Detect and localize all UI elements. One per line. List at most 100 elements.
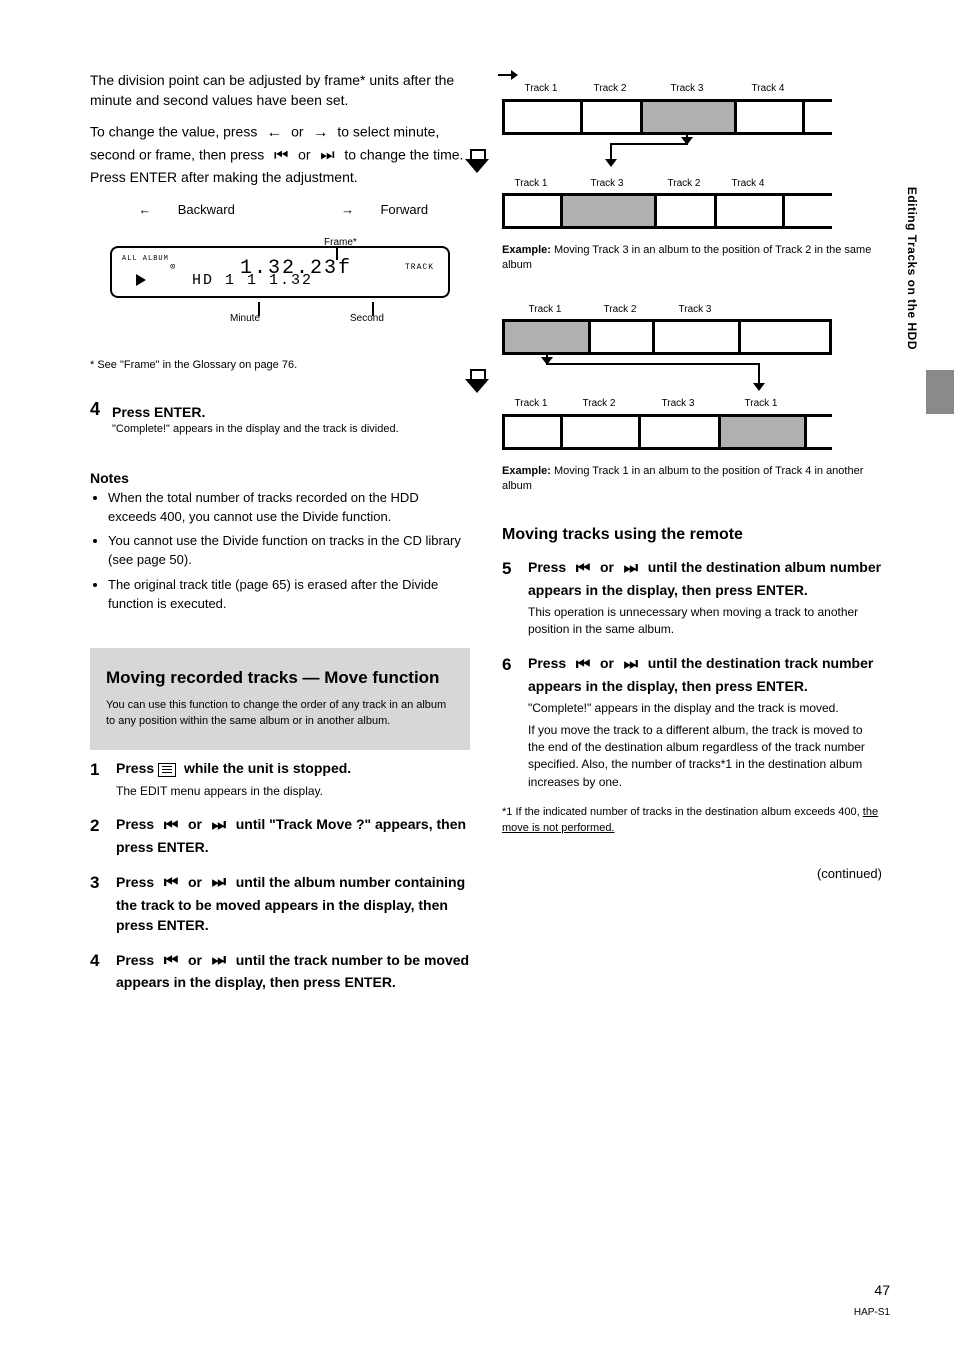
- txt: Press: [116, 952, 158, 968]
- txt: Press: [528, 655, 570, 671]
- lcd-top-label: ALL ALBUM: [122, 254, 169, 264]
- note-item: When the total number of tracks recorded…: [108, 489, 470, 527]
- seg-label: Track 4: [714, 177, 782, 192]
- seg-label: Track 3: [638, 397, 718, 412]
- move-path: [546, 355, 548, 363]
- txt: while the unit is stopped.: [184, 760, 351, 776]
- seg: [804, 414, 832, 450]
- seg-label: Track 3: [560, 177, 654, 192]
- transform-arrow-icon: [466, 369, 488, 393]
- diag1-before: [502, 99, 832, 135]
- move-path: [546, 363, 758, 365]
- seg: [580, 99, 640, 135]
- txt: *1 If the indicated number of tracks in …: [502, 806, 863, 818]
- seg-label: Track 3: [640, 82, 734, 97]
- txt: Press: [116, 760, 158, 776]
- notes-label: Notes: [90, 468, 470, 488]
- diagram-2: Track 1 Track 2 Track 3 Track 1 Track 2: [502, 303, 882, 494]
- next-track-control: ⏭: [314, 144, 340, 167]
- clock-icon: ⊙: [170, 261, 175, 274]
- txt: Press: [528, 559, 570, 575]
- step-1: Press while the unit is stopped. The EDI…: [90, 758, 470, 800]
- step-1-sub: The EDIT menu appears in the display.: [116, 783, 470, 800]
- footer-model: HAP-S1: [854, 1306, 890, 1321]
- lcd-line2: HD 1 1 1.32: [192, 270, 313, 292]
- frame-legend: Frame*: [324, 236, 357, 251]
- direction-controls: ← Backward → Forward: [90, 199, 470, 220]
- seg-label: Track 1: [718, 397, 804, 412]
- next-icon: ⏭: [206, 814, 232, 837]
- step-2: Press ⏮ or ⏭ until "Track Move ?" appear…: [90, 814, 470, 857]
- callout-title: Moving recorded tracks — Move function: [106, 666, 454, 691]
- seg: [588, 319, 652, 355]
- remote-section-title: Moving tracks using the remote: [502, 523, 882, 546]
- move-arrow: [758, 363, 760, 389]
- right-column: Track 1 Track 2 Track 3 Track 4: [502, 70, 882, 884]
- left-column: The division point can be adjusted by fr…: [90, 70, 470, 1007]
- diag2-labels-before: Track 1 Track 2 Track 3: [502, 303, 882, 318]
- diag1-after: [502, 193, 832, 229]
- play-icon: [136, 274, 146, 286]
- prev-icon: ⏮: [570, 557, 596, 580]
- right-arrow-control: →: [307, 121, 333, 144]
- txt: or: [600, 559, 618, 575]
- seg-label: Track 2: [654, 177, 714, 192]
- move-path: [610, 143, 688, 145]
- txt: or: [600, 655, 618, 671]
- transform-arrow-icon: [466, 149, 488, 173]
- seg: [738, 319, 832, 355]
- next-icon: ⏭: [206, 871, 232, 894]
- side-tab: [926, 370, 954, 414]
- seg-gray: [502, 319, 588, 355]
- seg-gray: [718, 414, 804, 450]
- txt: or: [291, 123, 307, 139]
- seg: [502, 99, 580, 135]
- move-steps-right: Press ⏮ or ⏭ until the destination album…: [502, 557, 882, 792]
- seg-label: Track 3: [652, 303, 738, 318]
- left-arrow-control: ←: [261, 121, 287, 144]
- seg: [638, 414, 718, 450]
- example-text: Moving Track 3 in an album to the positi…: [502, 244, 871, 271]
- seg-gray: [560, 193, 654, 229]
- example-text: Moving Track 1 in an album to the positi…: [502, 465, 863, 492]
- diag1-labels-after: Track 1 Track 3 Track 2 Track 4: [502, 177, 882, 192]
- txt: To change the value, press: [90, 123, 261, 139]
- play-direction-arrow: [498, 70, 518, 80]
- step-4-title: Press ENTER.: [112, 402, 470, 422]
- step-6-sub2: If you move the track to a different alb…: [528, 722, 882, 792]
- preamble-1: The division point can be adjusted by fr…: [90, 70, 470, 111]
- callout-intro: You can use this function to change the …: [106, 698, 454, 730]
- next-icon: ⏭: [206, 949, 232, 972]
- menu-edit-icon: [158, 763, 176, 777]
- next-icon: ⏭: [618, 557, 644, 580]
- forward-arrow: →: [335, 201, 361, 220]
- seg-label: Track 2: [588, 303, 652, 318]
- minute-legend: Minute: [230, 312, 260, 327]
- prev-icon: ⏮: [158, 814, 184, 837]
- seg: [560, 414, 638, 450]
- diag2-caption: Example: Moving Track 1 in an album to t…: [502, 464, 882, 494]
- forward-label: Forward: [380, 201, 428, 220]
- next-icon: ⏭: [618, 653, 644, 676]
- second-legend: Second: [350, 312, 384, 327]
- seg-label: Track 1: [502, 177, 560, 192]
- txt: or: [188, 874, 206, 890]
- step-3: Press ⏮ or ⏭ until the album number cont…: [90, 871, 470, 935]
- step-6-sub1: "Complete!" appears in the display and t…: [528, 700, 882, 717]
- seg: [652, 319, 738, 355]
- seg: [654, 193, 714, 229]
- seg: [714, 193, 782, 229]
- frame-footnote: * See "Frame" in the Glossary on page 76…: [90, 358, 470, 374]
- seg-gray: [640, 99, 734, 135]
- seg-label: Track 2: [560, 397, 638, 412]
- prev-track-control: ⏮: [268, 144, 294, 167]
- side-label: Editing Tracks on the HDD: [903, 187, 920, 350]
- seg-label: Track 1: [502, 303, 588, 318]
- seg: [782, 193, 832, 229]
- txt: or: [298, 146, 314, 162]
- backward-label: Backward: [178, 201, 235, 220]
- note-item: The original track title (page 65) is er…: [108, 576, 470, 614]
- step-4: 4 Press ENTER. "Complete!" appears in th…: [90, 396, 470, 438]
- txt: or: [188, 816, 206, 832]
- seg-label: Track 1: [502, 397, 560, 412]
